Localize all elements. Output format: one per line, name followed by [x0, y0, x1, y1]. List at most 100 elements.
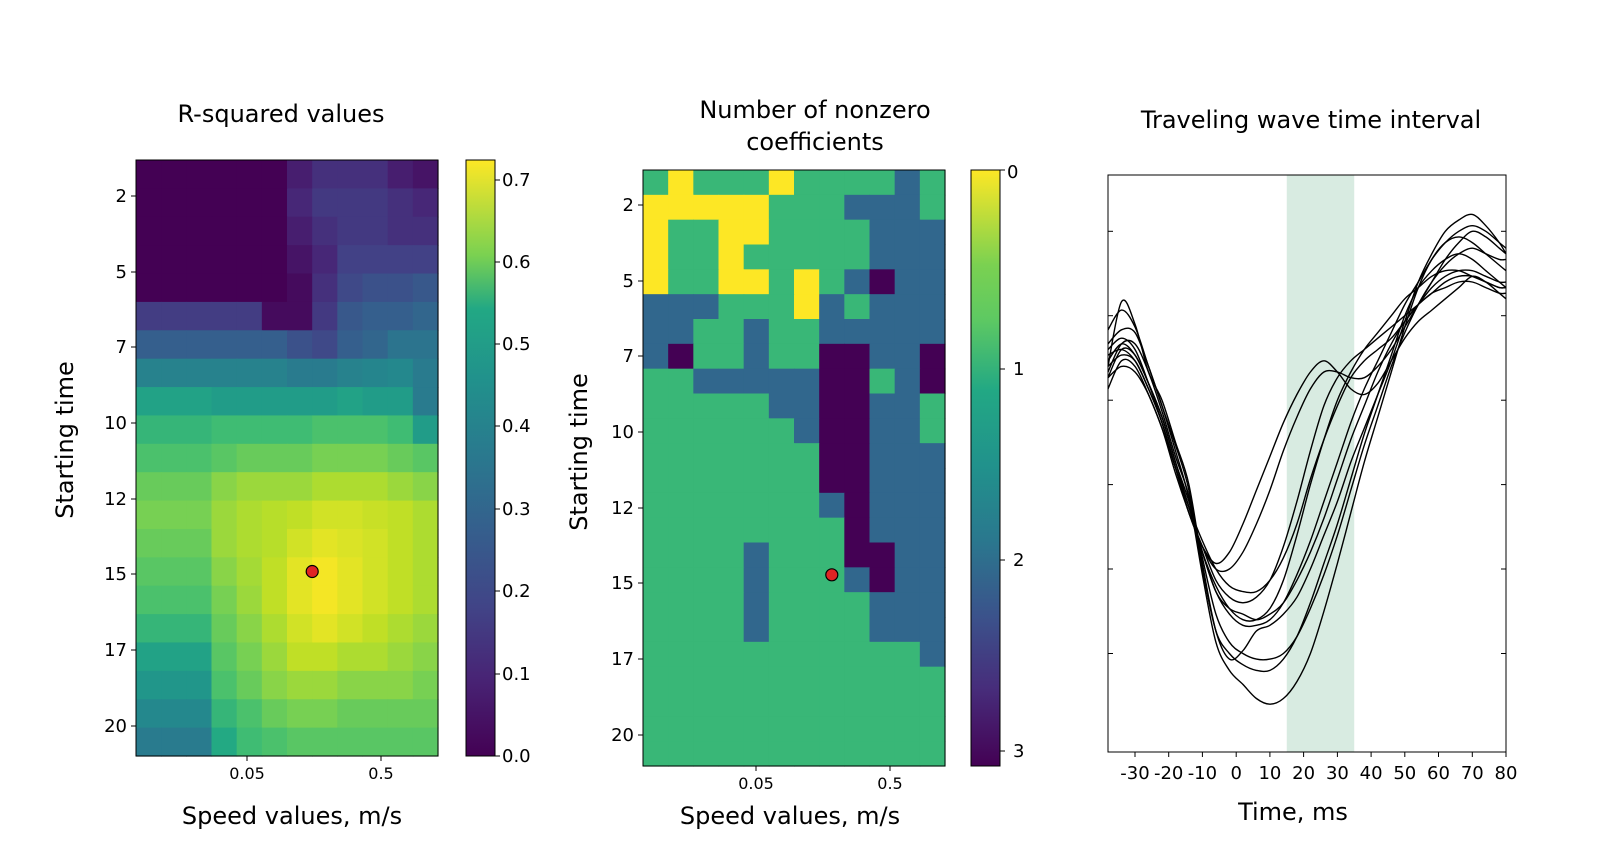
heatmap-cell: [819, 368, 845, 395]
heatmap-cell: [643, 641, 669, 668]
heatmap-cell: [919, 617, 946, 643]
heatmap-cell: [743, 542, 770, 568]
heatmap-cell: [261, 642, 288, 672]
heatmap-cell: [412, 699, 439, 729]
heatmap-cell: [312, 585, 338, 615]
heatmap-cell: [261, 585, 288, 615]
heatmap-cell: [362, 727, 389, 757]
heatmap-cell: [768, 592, 795, 618]
heatmap-cell: [844, 542, 871, 568]
heatmap-cell: [186, 472, 213, 502]
heatmap-cell: [768, 368, 795, 395]
heatmap-cell: [186, 614, 213, 644]
heatmap-cell: [894, 592, 921, 618]
heatmap-cell: [693, 418, 720, 444]
heatmap-cell: [894, 443, 921, 469]
y-tick-label: 17: [104, 640, 127, 661]
heatmap-cell: [794, 741, 820, 767]
heatmap-cell: [919, 170, 946, 196]
heatmap-cell: [362, 273, 389, 303]
heatmap-cell: [919, 492, 946, 519]
x-tick-label: 0.5: [368, 764, 393, 783]
heatmap-cell: [718, 691, 745, 717]
heatmap-cell: [643, 368, 669, 395]
heatmap-cell: [919, 542, 946, 568]
heatmap-cell: [768, 517, 795, 544]
heatmap-cell: [161, 301, 187, 331]
x-tick-label: 0: [1230, 763, 1241, 784]
heatmap-cell: [211, 160, 238, 189]
heatmap-cell: [136, 160, 162, 189]
heatmap-cell: [337, 301, 364, 331]
heatmap-cell: [412, 614, 439, 644]
heatmap-cell: [236, 301, 263, 331]
heatmap-cell: [869, 368, 896, 395]
heatmap-cell: [894, 368, 921, 395]
heatmap-cell: [894, 716, 921, 742]
heatmap-cell: [236, 188, 263, 218]
heatmap-cell: [412, 301, 439, 331]
heatmap-cell: [869, 617, 896, 643]
x-tick-label: 0.05: [229, 764, 265, 783]
heatmap-cell: [387, 557, 414, 587]
colorbar-tick-label: 2: [1013, 550, 1024, 571]
heatmap-cell: [768, 741, 795, 767]
heatmap-cell: [794, 567, 820, 593]
heatmap-cell: [894, 319, 921, 345]
heatmap-cell: [362, 585, 389, 615]
heatmap-cell: [718, 194, 745, 221]
heatmap-cell: [211, 358, 238, 388]
heatmap-cell: [743, 666, 770, 693]
heatmap-cell: [161, 358, 187, 388]
heatmap-cell: [161, 273, 187, 303]
heatmap-cell: [693, 269, 720, 295]
heatmap-cell: [768, 666, 795, 693]
colorbar-tick-label: 0.6: [502, 252, 531, 273]
heatmap-cell: [412, 585, 439, 615]
heatmap-cell: [211, 585, 238, 615]
heatmap-cell: [136, 585, 162, 615]
heatmap-cell: [718, 170, 745, 196]
x-axis-label: Speed values, m/s: [182, 802, 402, 830]
heatmap-cell: [186, 330, 213, 360]
heatmap-cell: [287, 614, 313, 644]
x-axis-label: Time, ms: [1237, 798, 1348, 826]
x-tick-label: 60: [1427, 763, 1450, 784]
wave-series-line: [1107, 230, 1507, 573]
heatmap-cell: [211, 415, 238, 445]
heatmap-cell: [844, 393, 871, 419]
heatmap-cell: [718, 641, 745, 668]
heatmap-cell: [261, 528, 288, 558]
heatmap-cell: [919, 219, 946, 246]
heatmap-cell: [236, 727, 263, 757]
heatmap-cell: [743, 418, 770, 444]
heatmap-cell: [643, 244, 669, 270]
heatmap-cell: [362, 614, 389, 644]
heatmap-cell: [768, 244, 795, 270]
heatmap-cell: [236, 642, 263, 672]
plot-frame: [642, 169, 946, 767]
heatmap-cell: [387, 330, 414, 360]
heatmap-cell: [693, 617, 720, 643]
heatmap-cell: [819, 691, 845, 717]
heatmap-cell: [819, 269, 845, 295]
heatmap-cell: [668, 294, 694, 320]
heatmap-cell: [161, 330, 187, 360]
heatmap-cell: [869, 319, 896, 345]
heatmap-cell: [136, 188, 162, 218]
heatmap-cell: [643, 393, 669, 419]
heatmap-cell: [668, 219, 694, 246]
heatmap-cell: [869, 219, 896, 246]
heatmap-cell: [337, 528, 364, 558]
heatmap-cell: [743, 319, 770, 345]
heatmap-cell: [819, 244, 845, 270]
heatmap-cell: [261, 500, 288, 530]
heatmap-cell: [643, 592, 669, 618]
colorbar-tick-label: 0: [1007, 162, 1018, 183]
heatmap-cell: [261, 670, 288, 700]
heatmap-cell: [236, 216, 263, 246]
heatmap-cell: [186, 160, 213, 189]
heatmap-cell: [211, 699, 238, 729]
heatmap-cell: [894, 617, 921, 643]
heatmap-cell: [287, 585, 313, 615]
